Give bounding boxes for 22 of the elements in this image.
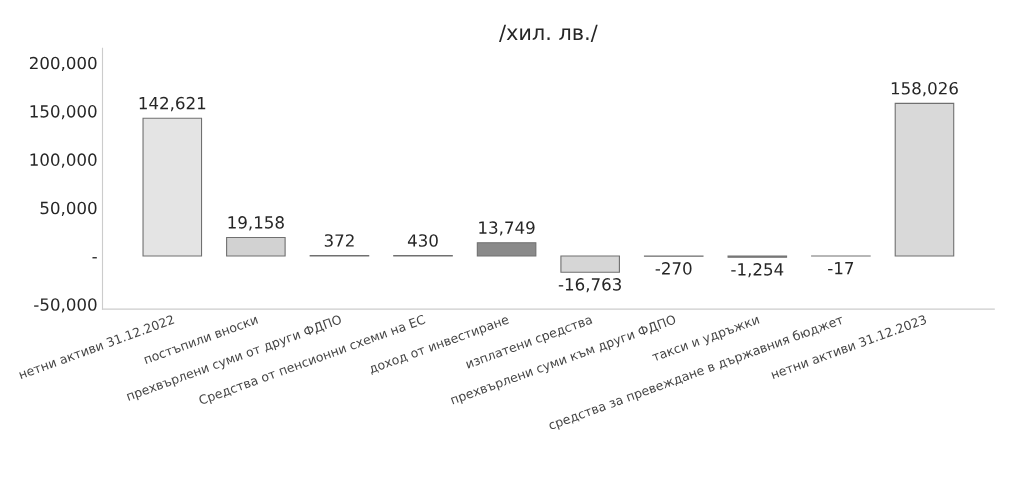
data-label: 19,158 <box>228 216 284 231</box>
bar <box>894 102 955 257</box>
data-label: 158,026 <box>891 81 958 97</box>
y-tick-label: 100,000 <box>30 153 97 168</box>
data-label: 142,621 <box>139 96 206 112</box>
bar <box>226 236 286 257</box>
bar <box>142 117 203 257</box>
y-tick-label: -50,000 <box>34 298 97 313</box>
data-label: 430 <box>407 234 438 247</box>
chart-title: /хил. лв./ <box>499 24 598 42</box>
data-label: 372 <box>324 234 354 247</box>
y-tick-label: - <box>92 257 97 259</box>
bar <box>476 242 537 257</box>
data-label: -16,763 <box>558 278 621 293</box>
bar <box>560 255 620 273</box>
data-label: -270 <box>655 262 692 275</box>
y-tick-label: 150,000 <box>30 105 97 120</box>
y-tick-label: 50,000 <box>40 201 97 216</box>
data-label: 13,749 <box>479 221 535 236</box>
data-label: -1,254 <box>731 263 784 278</box>
data-label: -17 <box>828 262 854 275</box>
y-tick-label: 200,000 <box>29 56 97 72</box>
